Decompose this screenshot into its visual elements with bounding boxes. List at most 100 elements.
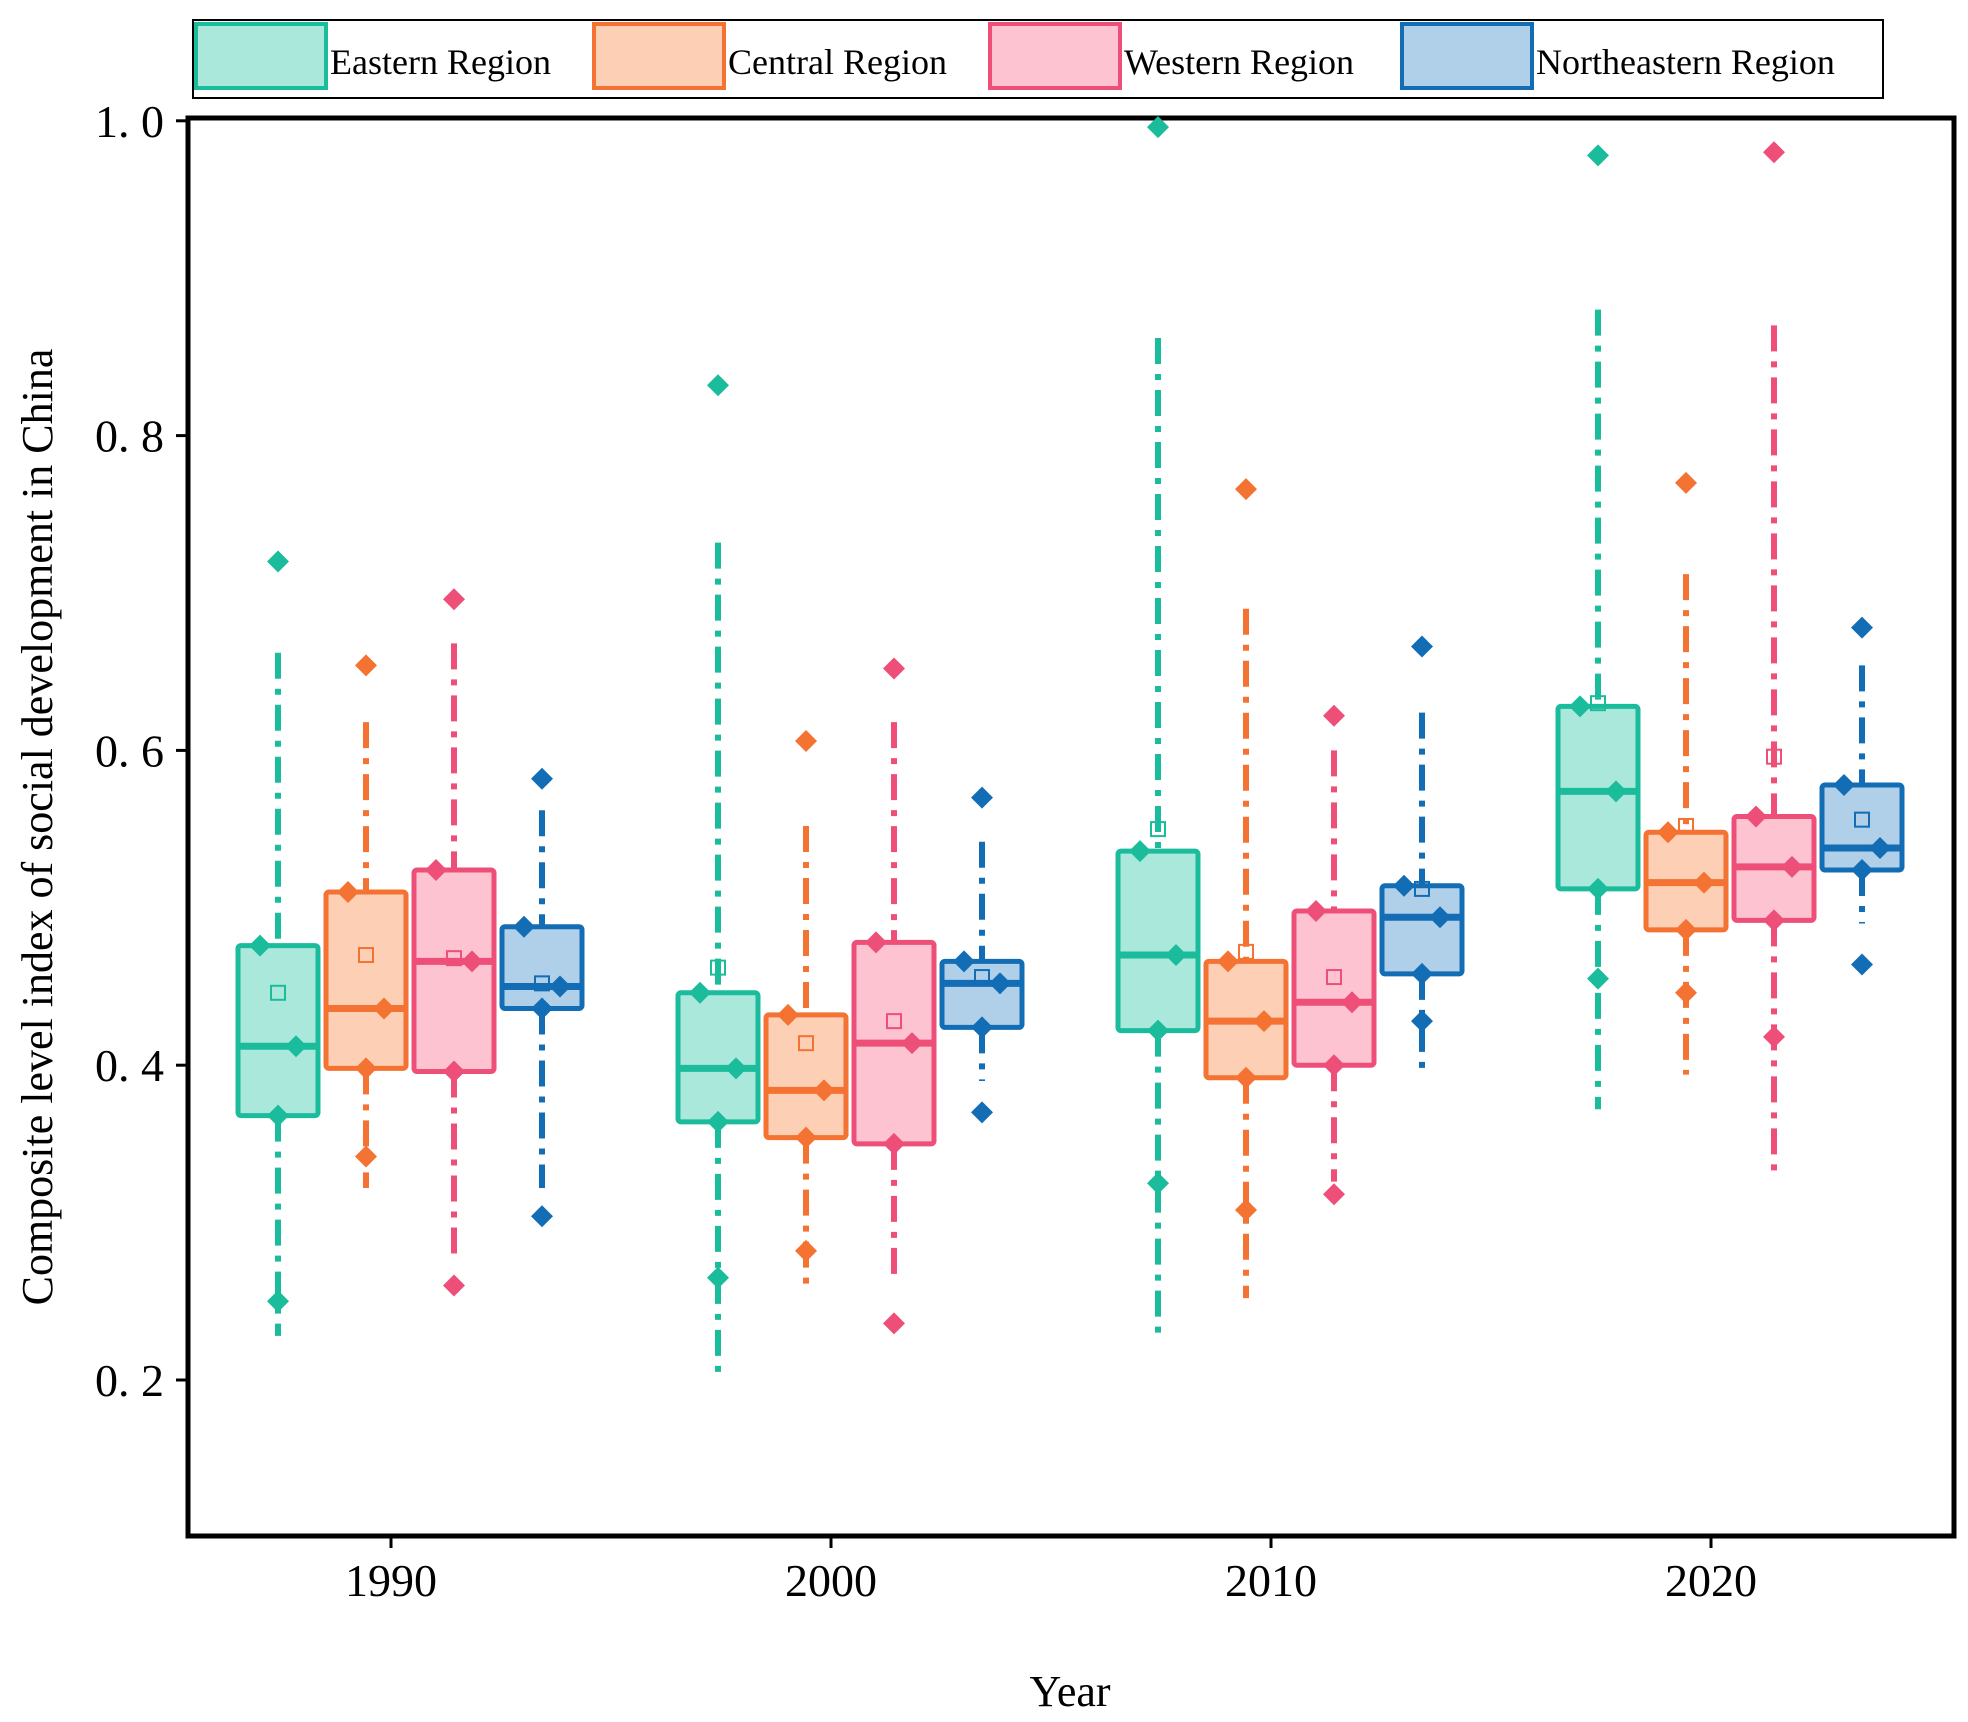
data-point	[707, 1110, 729, 1133]
box-body	[1115, 848, 1201, 1034]
box-central-region-1990	[323, 654, 409, 1188]
box-body	[1291, 908, 1377, 1068]
data-point	[1253, 1010, 1275, 1033]
mean-marker	[1854, 811, 1870, 828]
data-point	[689, 981, 711, 1004]
x-tick-label: 1990	[345, 1555, 437, 1606]
y-tick-label: 0. 6	[95, 725, 164, 776]
data-point	[989, 972, 1011, 995]
data-point	[971, 1016, 993, 1039]
box-body	[1379, 883, 1465, 977]
data-point	[1569, 695, 1591, 718]
data-point	[883, 657, 905, 680]
data-point	[1341, 991, 1363, 1014]
data-point	[707, 374, 729, 397]
data-point	[1781, 855, 1803, 878]
data-point	[1851, 953, 1873, 976]
y-tick-label: 0. 8	[95, 411, 164, 462]
data-point	[1323, 704, 1345, 727]
data-point	[1587, 144, 1609, 167]
data-point	[1217, 950, 1239, 973]
data-point	[795, 1239, 817, 1262]
mean-marker	[1238, 943, 1254, 960]
legend-swatch	[988, 22, 1122, 90]
legend-label: Western Region	[1124, 42, 1354, 82]
mean-marker	[446, 950, 462, 967]
data-point	[901, 1032, 923, 1055]
data-point	[971, 786, 993, 809]
data-point	[1763, 909, 1785, 932]
box-western-region-2010	[1291, 704, 1377, 1206]
legend: Eastern Region Central Region Western Regi…	[192, 19, 1884, 99]
mean-marker	[534, 975, 550, 992]
data-point	[549, 975, 571, 998]
legend-label: Eastern Region	[330, 42, 551, 82]
data-point	[1587, 877, 1609, 900]
box-eastern-region-1990	[235, 550, 321, 1336]
mean-marker	[798, 1035, 814, 1052]
box-central-region-2000	[763, 729, 849, 1289]
y-axis: 0. 2 0. 4 0. 6 0. 8 1. 0	[95, 96, 188, 1406]
y-tick-label: 0. 4	[95, 1040, 164, 1091]
data-point	[1323, 1054, 1345, 1077]
plot-area-frame	[185, 115, 1957, 1539]
data-point	[971, 1101, 993, 1124]
legend-swatch	[592, 22, 726, 90]
box-eastern-region-2020	[1555, 144, 1641, 1110]
box-body	[763, 1012, 849, 1141]
data-point	[1763, 141, 1785, 164]
data-point	[777, 1003, 799, 1026]
x-tick-label: 2000	[785, 1555, 877, 1606]
box-central-region-2010	[1203, 478, 1289, 1299]
data-point	[707, 1266, 729, 1289]
box-central-region-2020	[1643, 471, 1729, 1075]
data-point	[1411, 1010, 1433, 1033]
mean-marker	[1150, 821, 1166, 838]
data-point	[1675, 918, 1697, 941]
box-western-region-1990	[411, 588, 497, 1297]
data-point	[1305, 899, 1327, 922]
box-northeastern-region-2000	[939, 786, 1025, 1124]
data-point	[1605, 780, 1627, 803]
x-tick-label: 2020	[1665, 1555, 1757, 1606]
box-body	[411, 867, 497, 1074]
data-point	[1763, 1025, 1785, 1048]
data-point	[795, 1126, 817, 1149]
mean-marker	[1414, 880, 1430, 897]
box-eastern-region-2010	[1115, 116, 1201, 1343]
box-body	[499, 924, 585, 1012]
chart-marks	[235, 116, 1905, 1380]
mean-marker	[886, 1013, 902, 1030]
x-tick-label: 2010	[1225, 1555, 1317, 1606]
data-point	[1393, 874, 1415, 897]
data-point	[1235, 478, 1257, 501]
legend-label: Northeastern Region	[1536, 42, 1835, 82]
data-point	[1147, 1172, 1169, 1195]
legend-swatch	[1400, 22, 1534, 90]
data-point	[1869, 836, 1891, 859]
data-point	[355, 1057, 377, 1080]
data-point	[1429, 906, 1451, 929]
mean-marker	[270, 984, 286, 1001]
x-axis-label: Year	[1029, 1667, 1110, 1716]
box-northeastern-region-2020	[1819, 616, 1905, 976]
mean-marker	[358, 947, 374, 964]
box-northeastern-region-2010	[1379, 635, 1465, 1069]
data-point	[1675, 981, 1697, 1004]
y-tick-label: 1. 0	[95, 96, 164, 147]
data-point	[355, 1145, 377, 1168]
data-point	[513, 915, 535, 938]
data-point	[443, 1274, 465, 1297]
data-point	[1587, 967, 1609, 990]
data-point	[373, 997, 395, 1020]
data-point	[249, 934, 271, 957]
mean-marker	[1678, 817, 1694, 834]
legend-swatch	[194, 22, 328, 90]
data-point	[443, 588, 465, 611]
data-point	[883, 1312, 905, 1335]
data-point	[1323, 1183, 1345, 1206]
data-point	[337, 881, 359, 904]
box-eastern-region-2000	[675, 374, 761, 1380]
mean-marker	[974, 969, 990, 986]
data-point	[285, 1035, 307, 1058]
